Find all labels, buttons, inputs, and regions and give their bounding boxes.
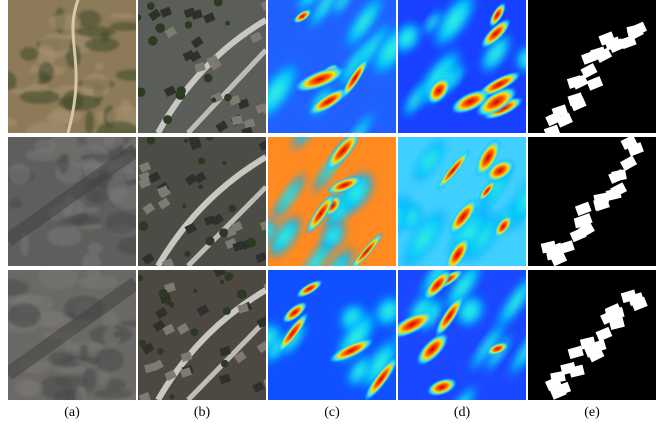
tree xyxy=(221,360,229,368)
panel-image xyxy=(0,264,148,411)
tree xyxy=(139,340,147,348)
panel-image xyxy=(528,270,656,400)
texture xyxy=(110,13,136,19)
tree xyxy=(159,289,168,298)
texture xyxy=(76,26,116,37)
tree xyxy=(190,328,198,336)
tree xyxy=(211,98,216,103)
texture xyxy=(20,47,38,60)
panel-image xyxy=(135,0,277,137)
tree xyxy=(169,394,174,399)
panel-image xyxy=(0,0,148,143)
texture xyxy=(8,303,41,327)
tree xyxy=(147,137,154,144)
tree xyxy=(137,275,143,281)
texture xyxy=(49,14,81,30)
texture xyxy=(58,155,68,174)
tree xyxy=(193,289,197,293)
texture xyxy=(85,111,94,135)
mask-bg xyxy=(528,270,656,400)
texture xyxy=(53,360,79,367)
tree xyxy=(228,205,236,213)
tree xyxy=(198,157,205,164)
panel-image xyxy=(528,135,656,266)
tree xyxy=(220,280,225,285)
texture xyxy=(106,212,139,235)
panel-image xyxy=(528,0,656,139)
tree xyxy=(224,94,232,102)
texture xyxy=(90,193,98,201)
tree xyxy=(223,307,231,315)
texture xyxy=(55,376,89,388)
texture xyxy=(19,380,43,396)
tree xyxy=(163,115,172,124)
texture xyxy=(95,62,104,70)
tree xyxy=(147,2,155,10)
ground xyxy=(138,270,266,400)
tree xyxy=(205,237,214,246)
panel-label: (e) xyxy=(584,405,600,420)
tree xyxy=(198,184,203,189)
tree xyxy=(136,87,145,96)
panel-image xyxy=(137,266,276,403)
tree xyxy=(157,348,164,355)
tree xyxy=(184,139,188,143)
texture xyxy=(77,10,101,28)
texture xyxy=(47,226,82,246)
texture xyxy=(30,64,40,85)
texture xyxy=(85,37,119,51)
texture xyxy=(8,163,31,184)
tree xyxy=(184,251,190,257)
tree xyxy=(138,221,148,231)
texture xyxy=(102,311,117,328)
texture xyxy=(78,275,118,289)
texture xyxy=(25,149,60,161)
tree xyxy=(237,289,247,299)
texture xyxy=(110,22,141,31)
tree xyxy=(206,134,213,141)
texture xyxy=(39,62,54,82)
panel-image xyxy=(4,127,150,274)
texture xyxy=(20,90,60,104)
tree xyxy=(155,23,165,33)
panel-label: (d) xyxy=(454,405,471,420)
texture xyxy=(95,348,124,372)
texture xyxy=(61,216,101,226)
tree xyxy=(224,272,233,281)
texture xyxy=(26,84,49,92)
tree xyxy=(225,21,230,26)
tree xyxy=(169,302,174,307)
panel-label: (a) xyxy=(64,405,80,420)
tree xyxy=(148,36,158,46)
texture xyxy=(39,34,71,58)
panel-labels: (a) (b) (c) (d) (e) xyxy=(64,405,600,420)
tree xyxy=(182,204,186,208)
texture xyxy=(80,344,89,361)
tree xyxy=(247,238,257,248)
texture xyxy=(107,177,128,202)
texture xyxy=(88,243,102,255)
tree xyxy=(185,21,193,29)
tree xyxy=(204,74,213,83)
tree xyxy=(223,161,227,165)
panel-label: (c) xyxy=(324,405,340,420)
texture xyxy=(9,198,21,208)
texture xyxy=(113,331,123,338)
tree xyxy=(219,228,228,237)
texture xyxy=(38,266,78,289)
panel-image xyxy=(138,134,272,270)
panel-grid xyxy=(0,0,656,424)
texture xyxy=(94,389,133,399)
panel-label: (b) xyxy=(194,405,211,420)
figure: (a) (b) (c) (d) (e) xyxy=(0,0,659,424)
tree xyxy=(176,90,186,100)
